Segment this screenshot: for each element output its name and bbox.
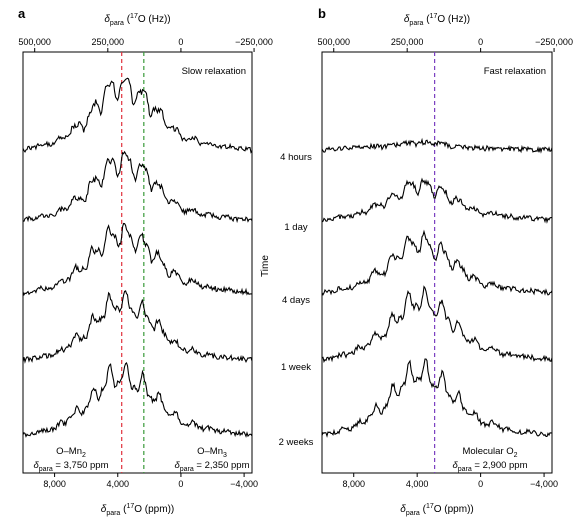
reference-value: δpara = 2,900 ppm xyxy=(452,460,527,473)
reference-label: Molecular O2 xyxy=(462,446,517,459)
time-label: 4 days xyxy=(282,295,310,306)
spectrum-trace xyxy=(22,77,253,154)
top-tick-label: 250,000 xyxy=(391,37,424,47)
top-tick-label: 500,000 xyxy=(317,37,350,47)
relaxation-annotation: Slow relaxation xyxy=(182,66,246,77)
bottom-axis-label: δpara (17O (ppm)) xyxy=(400,503,473,517)
top-tick-label: 0 xyxy=(178,37,183,47)
spectrum-trace xyxy=(321,285,553,364)
bottom-axis-label: δpara (17O (ppm)) xyxy=(101,503,174,517)
bottom-tick-label: 0 xyxy=(478,479,483,489)
top-axis-label: δpara (17O (Hz)) xyxy=(404,13,470,27)
spectrum-trace xyxy=(321,137,553,154)
top-tick-label: 250,000 xyxy=(92,37,125,47)
reference-label: O–Mn3 xyxy=(197,446,227,459)
bottom-tick-label: 4,000 xyxy=(406,479,429,489)
bottom-tick-label: 0 xyxy=(178,479,183,489)
bottom-tick-label: −4,000 xyxy=(230,479,258,489)
spectrum-trace xyxy=(321,177,552,224)
spectrum-trace xyxy=(22,290,253,364)
top-axis-label: δpara (17O (Hz)) xyxy=(104,13,170,27)
panel-letter-b: b xyxy=(318,6,326,21)
spectrum-trace xyxy=(22,150,253,224)
spectrum-trace xyxy=(22,222,253,296)
top-tick-label: −250,000 xyxy=(535,37,573,47)
time-label: 2 weeks xyxy=(279,437,314,448)
plot-frame xyxy=(22,51,253,474)
reference-value: δpara = 2,350 ppm xyxy=(174,460,249,473)
reference-value: δpara = 3,750 ppm xyxy=(33,460,108,473)
panel-letter-a: a xyxy=(18,6,26,21)
spectrum-trace xyxy=(321,229,553,296)
reference-label: O–Mn2 xyxy=(56,446,86,459)
spectrum-trace xyxy=(22,361,253,438)
plot-frame xyxy=(321,51,553,474)
time-label: 1 day xyxy=(284,222,307,233)
bottom-tick-label: 4,000 xyxy=(106,479,129,489)
time-label: 1 week xyxy=(281,362,311,373)
top-tick-label: 0 xyxy=(478,37,483,47)
top-tick-label: −250,000 xyxy=(235,37,273,47)
bottom-tick-label: −4,000 xyxy=(530,479,558,489)
y-axis-label: Time xyxy=(260,255,271,277)
bottom-tick-label: 8,000 xyxy=(43,479,66,489)
bottom-tick-label: 8,000 xyxy=(342,479,365,489)
time-label: 4 hours xyxy=(280,152,312,163)
top-tick-label: 500,000 xyxy=(18,37,51,47)
spectrum-trace xyxy=(321,358,552,438)
relaxation-annotation: Fast relaxation xyxy=(484,66,546,77)
